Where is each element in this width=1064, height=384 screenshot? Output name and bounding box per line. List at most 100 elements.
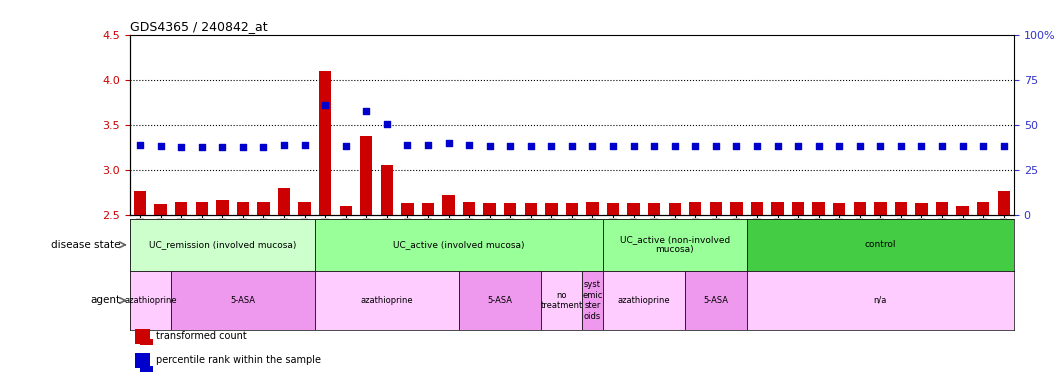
Bar xyxy=(196,202,207,215)
Point xyxy=(871,142,888,149)
Text: UC_remission (involved mucosa): UC_remission (involved mucosa) xyxy=(149,240,296,249)
Point xyxy=(172,144,189,151)
Bar xyxy=(171,271,315,330)
Text: azathioprine: azathioprine xyxy=(124,296,177,305)
Point xyxy=(893,142,910,149)
Point xyxy=(708,142,725,149)
Point xyxy=(769,142,786,149)
Bar xyxy=(525,203,537,215)
Bar xyxy=(685,271,747,330)
Point xyxy=(152,143,169,149)
Point xyxy=(440,140,458,146)
Point xyxy=(255,144,272,151)
Bar xyxy=(977,202,990,215)
Bar xyxy=(130,219,315,271)
Bar xyxy=(483,203,496,215)
Bar xyxy=(833,203,846,215)
Text: transformed count: transformed count xyxy=(155,331,246,341)
Bar xyxy=(771,202,784,215)
Bar xyxy=(936,202,948,215)
Bar xyxy=(154,204,167,215)
Bar xyxy=(710,202,722,215)
Bar xyxy=(813,202,825,215)
Bar xyxy=(315,271,459,330)
Text: azathioprine: azathioprine xyxy=(617,296,670,305)
Point xyxy=(686,142,703,149)
Point xyxy=(913,142,930,149)
Point xyxy=(419,142,436,148)
Point xyxy=(461,142,478,148)
Bar xyxy=(504,203,516,215)
Point xyxy=(995,142,1012,149)
Bar xyxy=(875,202,886,215)
Bar xyxy=(542,271,582,330)
Bar xyxy=(586,202,599,215)
Bar xyxy=(998,191,1010,215)
Point xyxy=(543,142,560,149)
Bar xyxy=(566,203,578,215)
Point xyxy=(379,121,396,127)
Point xyxy=(789,142,807,149)
Point xyxy=(604,142,621,149)
Text: disease state: disease state xyxy=(51,240,121,250)
Text: agent: agent xyxy=(90,295,121,306)
Bar xyxy=(298,202,311,215)
Bar xyxy=(421,203,434,215)
Bar xyxy=(582,271,602,330)
Point xyxy=(748,142,765,149)
Bar xyxy=(401,203,414,215)
Text: percentile rank within the sample: percentile rank within the sample xyxy=(155,355,320,365)
Bar xyxy=(315,219,602,271)
Bar xyxy=(339,206,352,215)
Bar xyxy=(915,203,928,215)
Text: 5-ASA: 5-ASA xyxy=(231,296,255,305)
Bar xyxy=(730,202,743,215)
Point xyxy=(831,142,848,149)
Point xyxy=(728,142,745,149)
Bar xyxy=(216,200,229,215)
Bar xyxy=(360,136,372,215)
Point xyxy=(276,142,293,148)
Bar xyxy=(628,203,639,215)
Bar xyxy=(853,202,866,215)
Bar xyxy=(130,271,171,330)
Point xyxy=(194,144,211,151)
Point xyxy=(584,142,601,149)
Bar xyxy=(648,203,661,215)
Text: syst
emic
ster
oids: syst emic ster oids xyxy=(582,280,602,321)
Bar xyxy=(176,202,187,215)
Bar xyxy=(545,203,558,215)
Bar xyxy=(278,188,290,215)
Point xyxy=(214,144,231,151)
Point xyxy=(933,142,950,149)
Text: GDS4365 / 240842_at: GDS4365 / 240842_at xyxy=(130,20,267,33)
Point xyxy=(666,142,683,149)
Point xyxy=(810,142,827,149)
Text: 5-ASA: 5-ASA xyxy=(487,296,513,305)
Point xyxy=(132,142,149,148)
Point xyxy=(358,108,375,114)
Text: azathioprine: azathioprine xyxy=(361,296,413,305)
Point xyxy=(646,142,663,149)
Bar xyxy=(689,202,701,215)
Text: 5-ASA: 5-ASA xyxy=(703,296,729,305)
Point xyxy=(317,102,334,108)
Point xyxy=(296,142,313,148)
Bar xyxy=(602,271,685,330)
Bar xyxy=(463,202,476,215)
Point xyxy=(954,142,971,149)
Point xyxy=(481,142,498,149)
Text: UC_active (involved mucosa): UC_active (involved mucosa) xyxy=(393,240,525,249)
Point xyxy=(625,142,642,149)
Point xyxy=(975,142,992,149)
Point xyxy=(563,142,580,149)
Bar xyxy=(319,71,331,215)
Point xyxy=(851,142,868,149)
Bar xyxy=(606,203,619,215)
Text: control: control xyxy=(865,240,896,249)
Bar xyxy=(257,202,269,215)
Bar xyxy=(443,195,454,215)
Text: n/a: n/a xyxy=(874,296,887,305)
Text: no
treatment: no treatment xyxy=(541,291,583,310)
Bar xyxy=(751,202,763,215)
